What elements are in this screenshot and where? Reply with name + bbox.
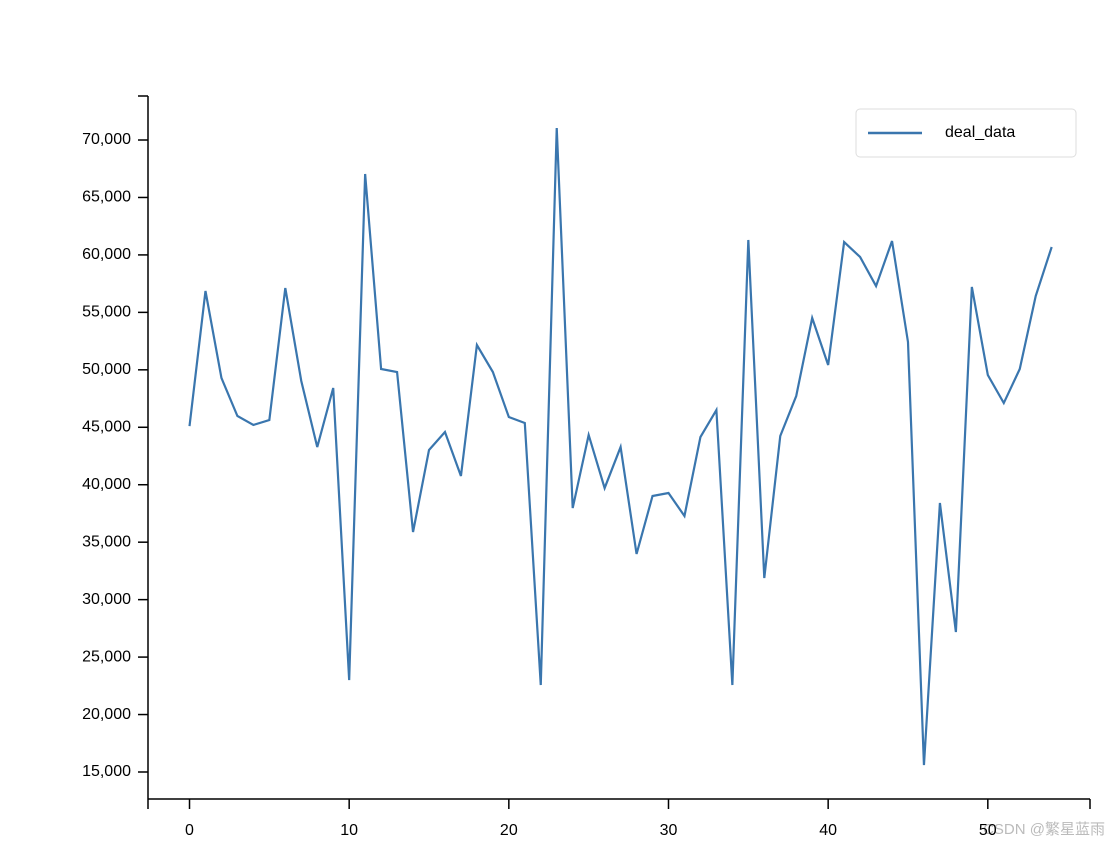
y-tick-label: 70,000 — [82, 131, 131, 148]
x-tick-label: 50 — [979, 822, 997, 839]
y-tick-label: 50,000 — [82, 361, 131, 378]
x-tick-label: 10 — [340, 822, 358, 839]
y-tick-label: 20,000 — [82, 706, 131, 723]
data-line — [188, 128, 1053, 766]
x-tick-label: 40 — [819, 822, 837, 839]
x-tick-label: 30 — [660, 822, 678, 839]
y-tick-label: 60,000 — [82, 246, 131, 263]
y-tick-label: 65,000 — [82, 189, 131, 206]
x-tick-label: 0 — [185, 822, 194, 839]
legend-label: deal_data — [945, 124, 1015, 141]
legend-box — [855, 108, 1077, 158]
y-tick-label: 45,000 — [82, 418, 131, 435]
y-tick-label: 55,000 — [82, 304, 131, 321]
y-tick-label: 15,000 — [82, 763, 131, 780]
y-tick-label: 25,000 — [82, 648, 131, 665]
x-tick-label: 20 — [500, 822, 518, 839]
y-tick-label: 30,000 — [82, 591, 131, 608]
watermark: CSDN @繁星蓝雨 — [983, 821, 1105, 838]
y-tick-label: 40,000 — [82, 476, 131, 493]
y-tick-label: 35,000 — [82, 533, 131, 550]
